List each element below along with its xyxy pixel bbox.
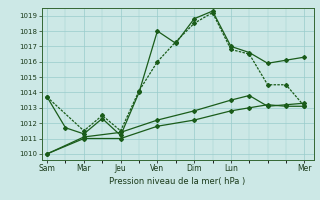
X-axis label: Pression niveau de la mer( hPa ): Pression niveau de la mer( hPa )	[109, 177, 246, 186]
